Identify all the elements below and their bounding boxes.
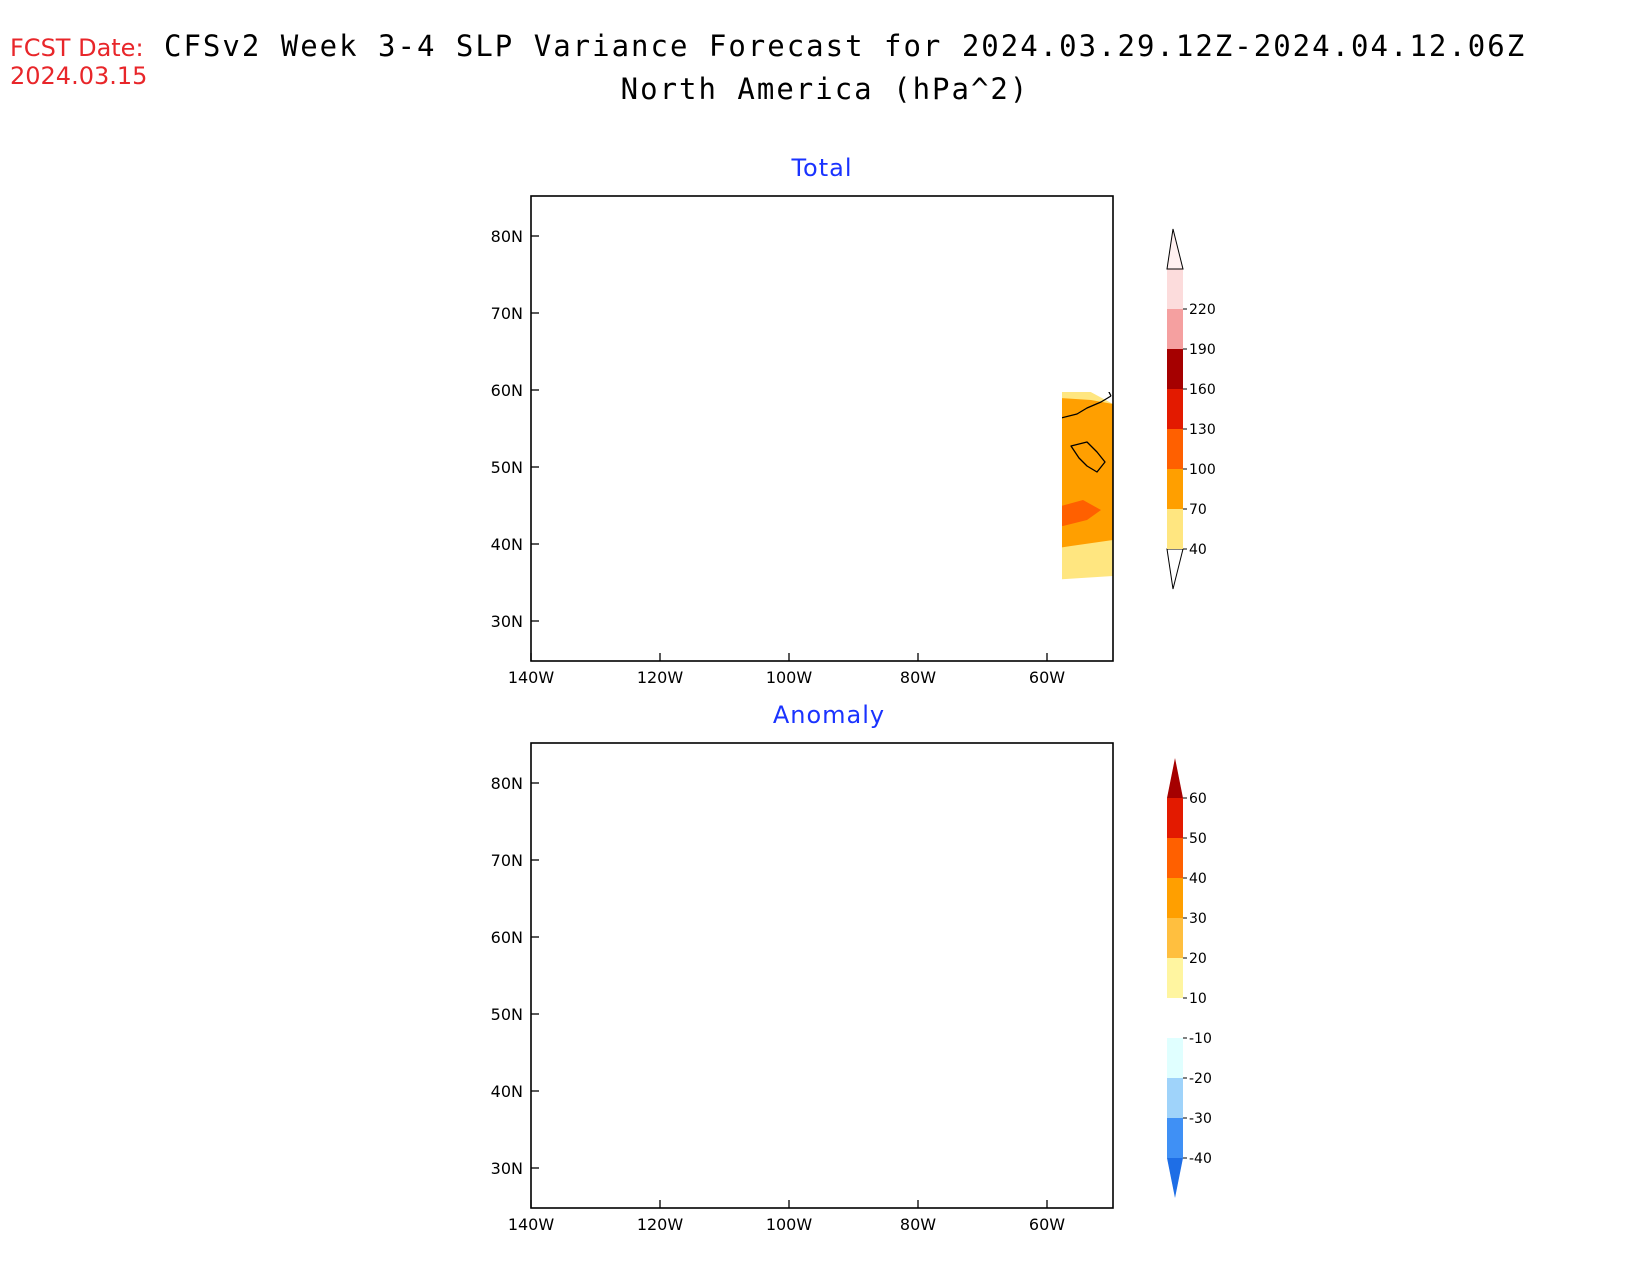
lat-tick-label: 50N [491, 1005, 523, 1024]
fcst-label: FCST Date: [10, 34, 144, 62]
colorbar-swatch [1167, 429, 1183, 469]
anomaly-map [530, 742, 1114, 1209]
colorbar-label: 70 [1189, 502, 1207, 518]
anomaly-axes: 80N 70N 60N 50N 40N 30N 140W 120W 100W 80W 60W [491, 774, 1066, 1234]
total-axes: 80N 70N 60N 50N 40N 30N 140W 120W 100W 80W 60W [491, 227, 1066, 687]
colorbar-swatch [1167, 918, 1183, 958]
anomaly-region-20 [531, 909, 991, 1059]
colorbar-over-triangle [1166, 228, 1184, 270]
colorbar-swatch [1167, 798, 1183, 838]
figure-subtitle: North America (hPa^2) [621, 72, 1030, 106]
colorbar-swatch [1167, 958, 1183, 998]
total-region-70-east [1062, 398, 1113, 548]
lon-tick-label: 120W [637, 668, 684, 687]
anomaly-region-30 [809, 975, 899, 1019]
lat-tick-label: 40N [491, 535, 523, 554]
total-region-100 [1062, 500, 1101, 526]
lon-tick-label: 120W [637, 1215, 684, 1234]
colorbar-label: 10 [1189, 991, 1207, 1007]
anomaly-colorbar: 60 50 40 30 20 10 -10 -20 -30 -40 [1167, 758, 1212, 1198]
colorbar-label: 40 [1189, 542, 1207, 558]
panel-title-total: Total [790, 154, 852, 182]
colorbar-under-triangle [1167, 1158, 1183, 1198]
lat-tick-label: 40N [491, 1082, 523, 1101]
colorbar-label: 60 [1189, 791, 1207, 807]
lon-tick-label: 140W [508, 1215, 555, 1234]
colorbar-swatch [1167, 349, 1183, 389]
colorbar-label: 160 [1189, 382, 1216, 398]
colorbar-label: 50 [1189, 831, 1207, 847]
colorbar-swatch [1167, 1118, 1183, 1158]
anomaly-region-20-east [1101, 989, 1113, 1013]
figure-title: CFSv2 Week 3-4 SLP Variance Forecast for… [164, 29, 1526, 63]
colorbar-label: 130 [1189, 422, 1216, 438]
lon-tick-label: 60W [1029, 1215, 1065, 1234]
colorbar-label: -20 [1189, 1071, 1212, 1087]
lon-tick-label: 80W [900, 1215, 936, 1234]
colorbar-label: 100 [1189, 462, 1216, 478]
fcst-date: 2024.03.15 [10, 62, 147, 90]
colorbar-swatch [1167, 469, 1183, 509]
lon-tick-label: 80W [900, 668, 936, 687]
colorbar-swatch [1167, 838, 1183, 878]
colorbar-swatch [1167, 998, 1183, 1038]
lat-tick-label: 80N [491, 774, 523, 793]
lat-tick-label: 60N [491, 928, 523, 947]
colorbar-swatch [1167, 878, 1183, 918]
anomaly-region-10 [531, 753, 1113, 1117]
lon-tick-label: 100W [766, 668, 813, 687]
colorbar-label: 30 [1189, 911, 1207, 927]
total-region-70-west [531, 418, 545, 460]
lat-tick-label: 30N [491, 612, 523, 631]
total-map [530, 195, 1114, 662]
total-region-40 [1062, 392, 1113, 580]
colorbar-over-triangle [1167, 758, 1183, 798]
lon-tick-label: 60W [1029, 668, 1065, 687]
colorbar-swatch [1167, 509, 1183, 549]
lat-tick-label: 50N [491, 458, 523, 477]
lon-tick-label: 140W [508, 668, 555, 687]
colorbar-label: 20 [1189, 951, 1207, 967]
panel-title-anomaly: Anomaly [773, 701, 885, 729]
colorbar-swatch [1167, 309, 1183, 349]
colorbar-label: -30 [1189, 1111, 1212, 1127]
anomaly-region-pos-plains [755, 1091, 807, 1153]
colorbar-label: 220 [1189, 302, 1216, 318]
lon-tick-label: 100W [766, 1215, 813, 1234]
colorbar-swatch [1167, 269, 1183, 309]
lat-tick-label: 30N [491, 1159, 523, 1178]
colorbar-under-triangle [1166, 548, 1184, 590]
colorbar-swatch [1167, 389, 1183, 429]
colorbar-label: 40 [1189, 871, 1207, 887]
colorbar-label: -40 [1189, 1151, 1212, 1167]
colorbar-swatch [1167, 1038, 1183, 1078]
colorbar-label: 190 [1189, 342, 1216, 358]
anomaly-region-pos-south [781, 1173, 811, 1208]
lat-tick-label: 70N [491, 851, 523, 870]
anomaly-region-pos-atlantic [1043, 1065, 1067, 1079]
colorbar-swatch [1167, 1078, 1183, 1118]
lat-tick-label: 80N [491, 227, 523, 246]
lat-tick-label: 70N [491, 304, 523, 323]
total-region-70-plains [731, 498, 791, 590]
total-colorbar: 40 70 100 130 160 190 220 [1166, 228, 1216, 590]
colorbar-label: -10 [1189, 1031, 1212, 1047]
lat-tick-label: 60N [491, 381, 523, 400]
